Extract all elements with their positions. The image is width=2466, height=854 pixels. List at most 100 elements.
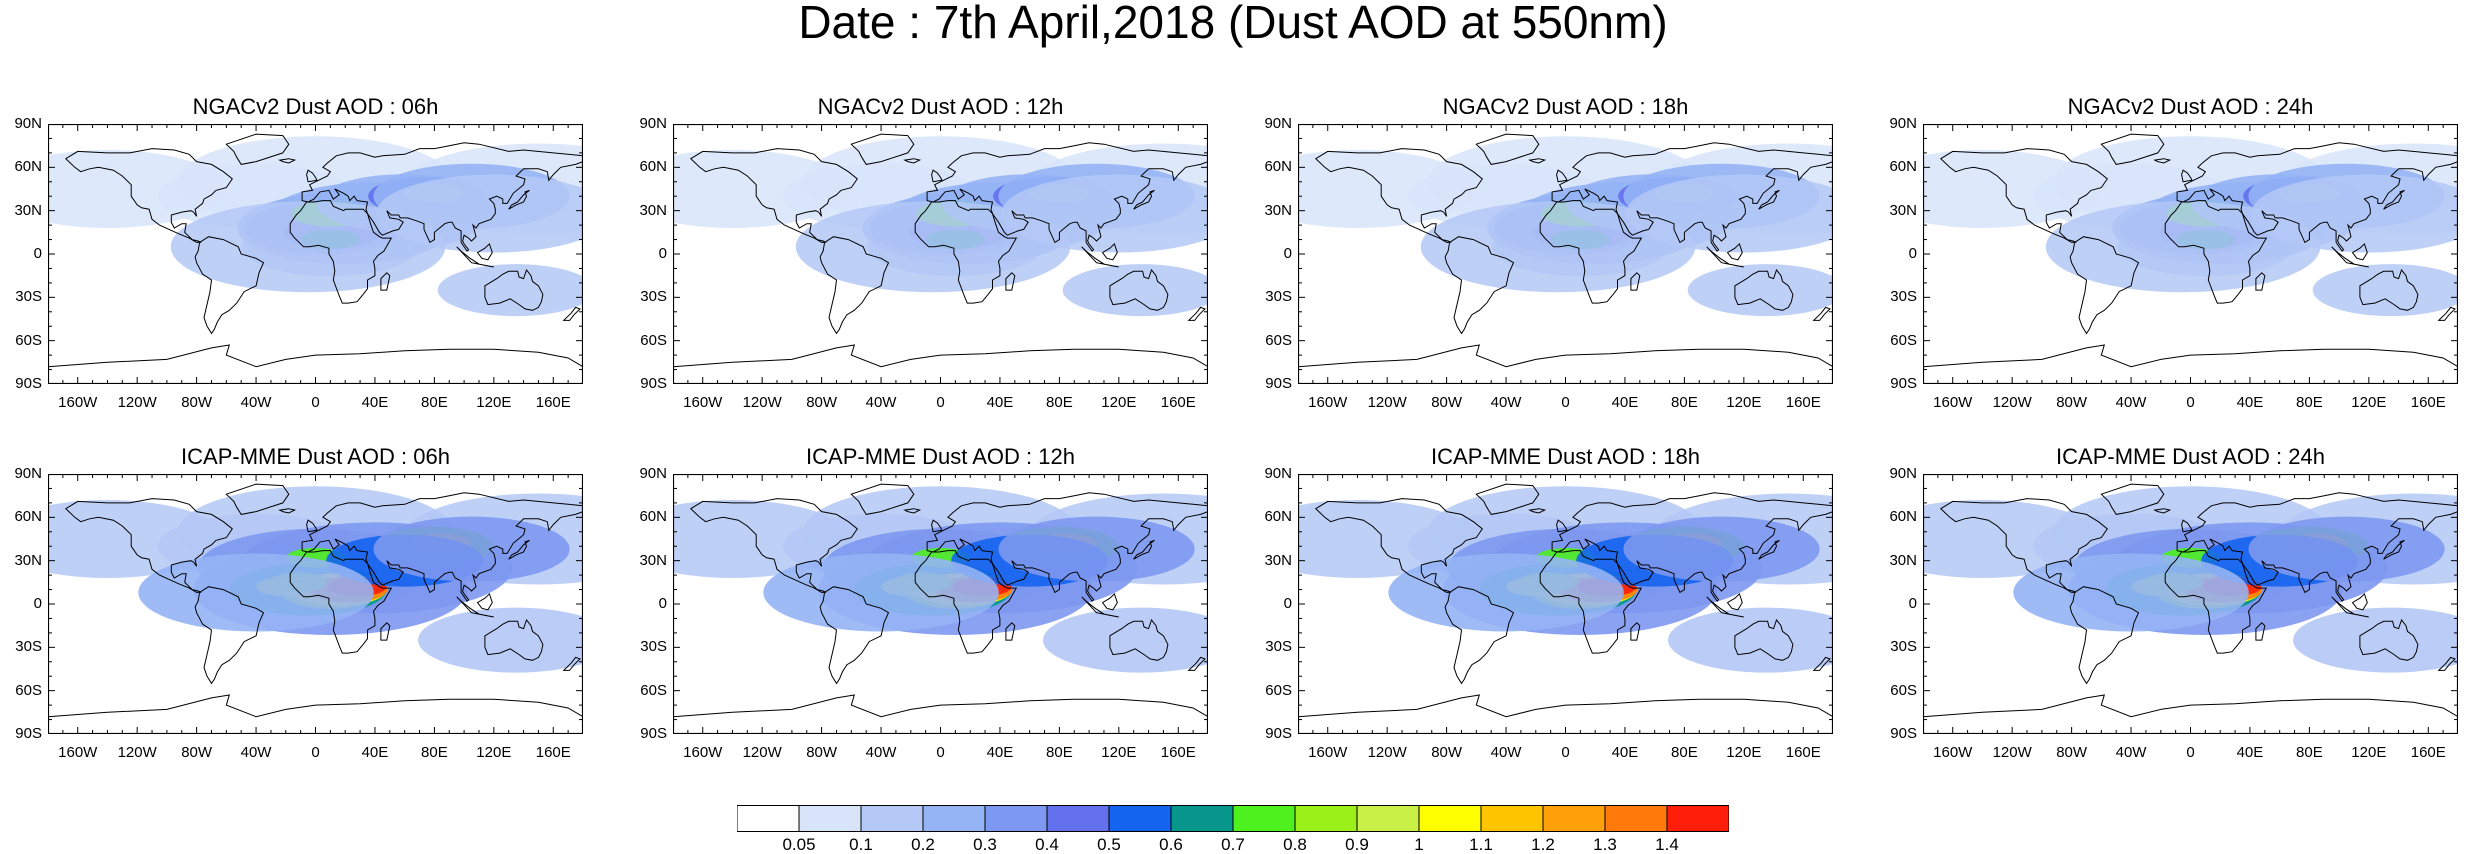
- coastline-borneo: [1101, 592, 1118, 611]
- lon-tick-label: 120W: [117, 744, 157, 761]
- lon-tick-label: 80W: [2056, 394, 2088, 411]
- coastline-madagascar: [380, 272, 391, 291]
- aod-region: [1623, 516, 1820, 582]
- world-map: [48, 124, 583, 384]
- colorbar-tick-label: 0.05: [782, 835, 816, 854]
- coastline-africa: [2164, 200, 2268, 304]
- lon-tick-label: 160W: [58, 744, 98, 761]
- lon-tick-label: 0: [1561, 394, 1570, 411]
- coastline-uk: [931, 169, 943, 183]
- aod-region: [1923, 500, 2101, 578]
- lon-tick-label: 40W: [2115, 744, 2147, 761]
- lat-tick-label: 30S: [1890, 288, 1917, 306]
- coastline-indonesia: [1081, 596, 1119, 618]
- coastline-madagascar: [1005, 272, 1016, 291]
- tick-marks: [48, 474, 583, 734]
- panel-title: NGACv2 Dust AOD : 18h: [1442, 94, 1689, 119]
- lon-tick-label: 80W: [1431, 744, 1463, 761]
- lat-tick-label: 60N: [1889, 508, 1917, 526]
- panel-title: ICAP-MME Dust AOD : 24h: [2056, 444, 2325, 469]
- lat-tick-label: 60S: [640, 331, 667, 349]
- coastline-japan: [508, 189, 530, 210]
- lat-tick-label: 30S: [640, 638, 667, 656]
- coastline-borneo: [1726, 242, 1743, 261]
- coastline-eurasia: [2176, 492, 2458, 602]
- coastline-iceland: [278, 508, 297, 514]
- aod-region: [437, 264, 583, 317]
- coastline-australia: [1109, 268, 1169, 311]
- coastline-antarctica: [1923, 344, 2458, 368]
- coastline-indonesia: [456, 246, 494, 268]
- colorbar-tick-label: 1.2: [1531, 835, 1555, 854]
- coastline-northAmerica: [64, 498, 233, 593]
- lat-tick-label: 60N: [1264, 508, 1292, 526]
- coastline-borneo: [476, 592, 493, 611]
- world-map: [673, 474, 1208, 734]
- lon-tick-label: 160W: [1933, 744, 1973, 761]
- world-map: [1298, 124, 1833, 384]
- lat-tick-label: 90N: [14, 115, 42, 132]
- colorbar-bin: [984, 805, 1048, 832]
- lat-tick-label: 60N: [14, 508, 42, 526]
- lon-tick-label: 160W: [58, 394, 98, 411]
- lon-tick-label: 80E: [421, 394, 448, 411]
- coastline-madagascar: [1630, 622, 1641, 641]
- lon-tick-label: 80E: [1046, 744, 1073, 761]
- coastline-borneo: [2351, 242, 2368, 261]
- coastline-japan: [1133, 189, 1155, 210]
- coastline-madagascar: [2255, 622, 2266, 641]
- coastline-newZealand: [562, 306, 581, 321]
- coastline-japan: [508, 539, 530, 560]
- aod-region: [673, 150, 851, 228]
- figure-title: Date : 7th April,2018 (Dust AOD at 550nm…: [798, 0, 1668, 48]
- lon-tick-label: 80W: [1431, 394, 1463, 411]
- coastline-africa: [914, 200, 1018, 304]
- aod-colorbar: [737, 805, 1729, 832]
- aod-region: [998, 516, 1195, 582]
- colorbar-bin: [1356, 805, 1420, 832]
- lat-tick-label: 30N: [1889, 201, 1917, 219]
- lon-tick-label: 120W: [1992, 744, 2032, 761]
- lat-tick-label: 90N: [1889, 465, 1917, 482]
- coastline-southAmerica: [1444, 586, 1515, 685]
- coastline-northAmerica: [689, 498, 858, 593]
- coastline-northAmerica: [1314, 498, 1483, 593]
- map-panel-6: ICAP-MME Dust AOD : 12h 90N 60N 30N 0 30S 60S 9…: [639, 444, 1208, 761]
- lon-tick-label: 80E: [1671, 394, 1698, 411]
- panel-title: NGACv2 Dust AOD : 24h: [2067, 94, 2314, 119]
- coastline-madagascar: [1005, 622, 1016, 641]
- lat-tick-label: 90N: [14, 465, 42, 482]
- colorbar-bin: [1046, 805, 1110, 832]
- lat-tick-label: 60S: [1265, 681, 1292, 699]
- lon-tick-label: 40E: [986, 744, 1014, 761]
- lat-tick-label: 0: [1908, 595, 1917, 612]
- coastline-indonesia: [1081, 246, 1119, 268]
- coastlines: [1298, 483, 1833, 718]
- coastline-greenland: [1475, 133, 1540, 165]
- colorbar-tick-label: 0.9: [1345, 835, 1369, 854]
- lon-tick-label: 80E: [421, 744, 448, 761]
- coastlines: [673, 483, 1208, 718]
- aod-region: [2293, 607, 2458, 673]
- lon-tick-label: 40E: [1611, 394, 1639, 411]
- lat-tick-label: 0: [33, 245, 42, 262]
- coastline-eurasia: [301, 142, 583, 252]
- colorbar-bin: [1232, 805, 1296, 832]
- coastline-newZealand: [562, 656, 581, 671]
- lon-tick-label: 40W: [1490, 394, 1522, 411]
- colorbar-bin: [860, 805, 924, 832]
- coastline-australia: [484, 618, 544, 661]
- lat-tick-label: 90S: [1265, 375, 1292, 392]
- aod-region: [138, 553, 374, 632]
- lon-tick-label: 120E: [2351, 744, 2387, 761]
- aod-region: [418, 607, 583, 673]
- world-map: [1298, 474, 1833, 734]
- lon-tick-label: 0: [311, 744, 320, 761]
- lon-tick-label: 160W: [683, 394, 723, 411]
- colorbar-bin: [1480, 805, 1544, 832]
- coastline-borneo: [2351, 592, 2368, 611]
- coastline-indonesia: [2331, 596, 2369, 618]
- coastline-southAmerica: [194, 236, 265, 335]
- coastline-northAmerica: [1314, 148, 1483, 243]
- dust-aod-field: [1298, 486, 1833, 673]
